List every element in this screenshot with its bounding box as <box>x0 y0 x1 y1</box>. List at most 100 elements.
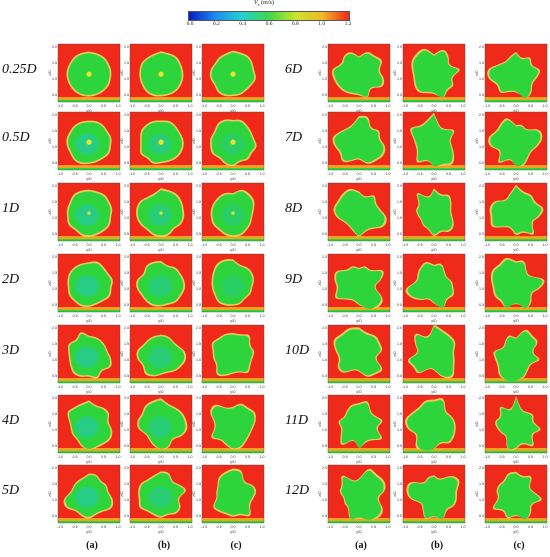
row-label: 8D <box>285 201 303 216</box>
y-tick-label: 0.5 <box>479 93 484 97</box>
x-axis-label: y/D <box>158 319 164 323</box>
y-tick-label: 2.0 <box>124 255 129 259</box>
y-axis-label: z/D <box>48 280 52 286</box>
ground-layer <box>130 100 192 102</box>
colorbar-tick-label: 0.4 <box>239 21 247 27</box>
y-tick-label: 1.5 <box>124 129 129 133</box>
ground-layer <box>58 97 120 102</box>
contour-plot: -1.0 -0.5 0.0 0.5 1.0 0.5 1.0 1.5 2.0 y/D z/D <box>120 182 193 252</box>
row-label: 7D <box>285 130 303 145</box>
y-axis-label: z/D <box>475 280 479 286</box>
x-tick-label: -0.5 <box>341 525 347 529</box>
y-tick-label: 0.5 <box>322 232 327 236</box>
y-tick-label: 1.5 <box>52 200 57 204</box>
ground-layer <box>130 236 192 241</box>
x-axis-label: y/D <box>356 248 362 252</box>
y-tick-label: 1.0 <box>196 145 201 149</box>
y-axis-label: z/D <box>393 209 397 215</box>
panel-frame <box>129 253 193 313</box>
colorbar-title: Vx (m/s) <box>254 0 274 7</box>
x-tick-label: -0.5 <box>215 104 221 108</box>
contour-plot: -1.0 -0.5 0.0 0.5 1.0 0.5 1.0 1.5 2.0 y/D z/D <box>393 182 466 252</box>
contour-panel: -1.0 -0.5 0.0 0.5 1.0 0.5 1.0 1.5 2.0 y/D z/D <box>475 323 550 395</box>
y-tick-label: 1.5 <box>52 271 57 275</box>
y-axis-label: z/D <box>475 138 479 144</box>
x-tick-label: 0.5 <box>101 104 106 108</box>
x-axis-label: y/D <box>230 109 236 113</box>
x-tick-label: 1.0 <box>386 314 391 318</box>
contour-plot: -1.0 -0.5 0.0 0.5 1.0 0.5 1.0 1.5 2.0 y/D z/D <box>475 324 548 394</box>
ground-layer <box>403 378 465 383</box>
y-tick-label: 1.0 <box>322 428 327 432</box>
y-tick-label: 1.0 <box>124 358 129 362</box>
y-axis-label: z/D <box>192 209 196 215</box>
panel-frame <box>57 43 121 103</box>
x-tick-label: 1.0 <box>116 172 121 176</box>
contour-panel: -1.0 -0.5 0.0 0.5 1.0 0.5 1.0 1.5 2.0 y/D z/D <box>192 110 268 182</box>
velocity-deficit-core <box>221 204 245 226</box>
x-axis-label: y/D <box>86 530 92 534</box>
y-tick-label: 0.5 <box>124 161 129 165</box>
contour-plot: -1.0 -0.5 0.0 0.5 1.0 0.5 1.0 1.5 2.0 y/D z/D <box>318 464 391 534</box>
y-tick-label: 1.0 <box>322 287 327 291</box>
velocity-deficit-core <box>148 416 172 438</box>
ground-layer <box>403 236 465 241</box>
colorbar-title-symbol: V <box>254 0 258 6</box>
x-tick-label: 0.5 <box>101 172 106 176</box>
y-tick-label: 0.5 <box>52 161 57 165</box>
wake-region <box>335 329 381 376</box>
panel-frame <box>402 111 466 171</box>
x-tick-label: 0.5 <box>528 455 533 459</box>
panel-frame <box>484 43 548 103</box>
contour-plot: -1.0 -0.5 0.0 0.5 1.0 0.5 1.0 1.5 2.0 y/D z/D <box>48 324 121 394</box>
contour-plot: -1.0 -0.5 0.0 0.5 1.0 0.5 1.0 1.5 2.0 y/D z/D <box>120 464 193 534</box>
colorbar <box>188 11 350 21</box>
x-tick-label: -1.0 <box>201 314 207 318</box>
y-tick-label: 1.5 <box>397 412 402 416</box>
y-tick-label: 0.5 <box>479 514 484 518</box>
y-axis-label: z/D <box>393 351 397 357</box>
x-tick-label: -0.5 <box>215 172 221 176</box>
panel-frame <box>201 464 265 524</box>
ground-layer <box>58 381 120 383</box>
y-tick-label: 0.5 <box>52 444 57 448</box>
contour-plot: -1.0 -0.5 0.0 0.5 1.0 0.5 1.0 1.5 2.0 y/D z/D <box>120 324 193 394</box>
x-tick-label: -1.0 <box>327 314 333 318</box>
x-tick-label: -0.5 <box>416 243 422 247</box>
x-axis-label: y/D <box>158 460 164 464</box>
x-tick-label: 1.0 <box>386 455 391 459</box>
ground-layer <box>130 97 192 102</box>
ground-layer <box>328 521 390 523</box>
y-tick-label: 2.0 <box>196 396 201 400</box>
ground-layer <box>403 451 465 453</box>
ground-layer <box>403 239 465 241</box>
x-tick-label: 1.0 <box>116 525 121 529</box>
x-tick-label: 0.5 <box>371 455 376 459</box>
y-tick-label: 2.0 <box>196 113 201 117</box>
y-tick-label: 1.0 <box>52 498 57 502</box>
contour-plot: -1.0 -0.5 0.0 0.5 1.0 0.5 1.0 1.5 2.0 y/D z/D <box>48 43 121 113</box>
y-tick-label: 1.5 <box>397 200 402 204</box>
x-tick-label: -1.0 <box>129 455 135 459</box>
x-tick-label: 0.5 <box>446 172 451 176</box>
y-tick-label: 2.0 <box>196 326 201 330</box>
contour-panel: -1.0 -0.5 0.0 0.5 1.0 0.5 1.0 1.5 2.0 y/D z/D <box>120 110 196 182</box>
ground-layer <box>130 307 192 312</box>
ground-layer <box>202 100 264 102</box>
y-tick-label: 2.0 <box>52 255 57 259</box>
y-axis-label: z/D <box>120 280 124 286</box>
y-tick-label: 2.0 <box>52 466 57 470</box>
x-tick-label: 0.5 <box>371 314 376 318</box>
contour-panel: -1.0 -0.5 0.0 0.5 1.0 0.5 1.0 1.5 2.0 y/D z/D <box>318 42 394 114</box>
x-tick-label: 0.5 <box>528 525 533 529</box>
ground-layer <box>58 518 120 523</box>
ground-layer <box>58 378 120 383</box>
x-tick-label: -1.0 <box>57 243 63 247</box>
panel-frame <box>201 43 265 103</box>
panel-frame <box>484 253 548 313</box>
row-label: 2D <box>2 272 20 287</box>
row-label: 11D <box>285 413 309 428</box>
y-tick-label: 1.5 <box>196 412 201 416</box>
x-tick-label: -1.0 <box>484 525 490 529</box>
x-tick-label: -1.0 <box>129 172 135 176</box>
